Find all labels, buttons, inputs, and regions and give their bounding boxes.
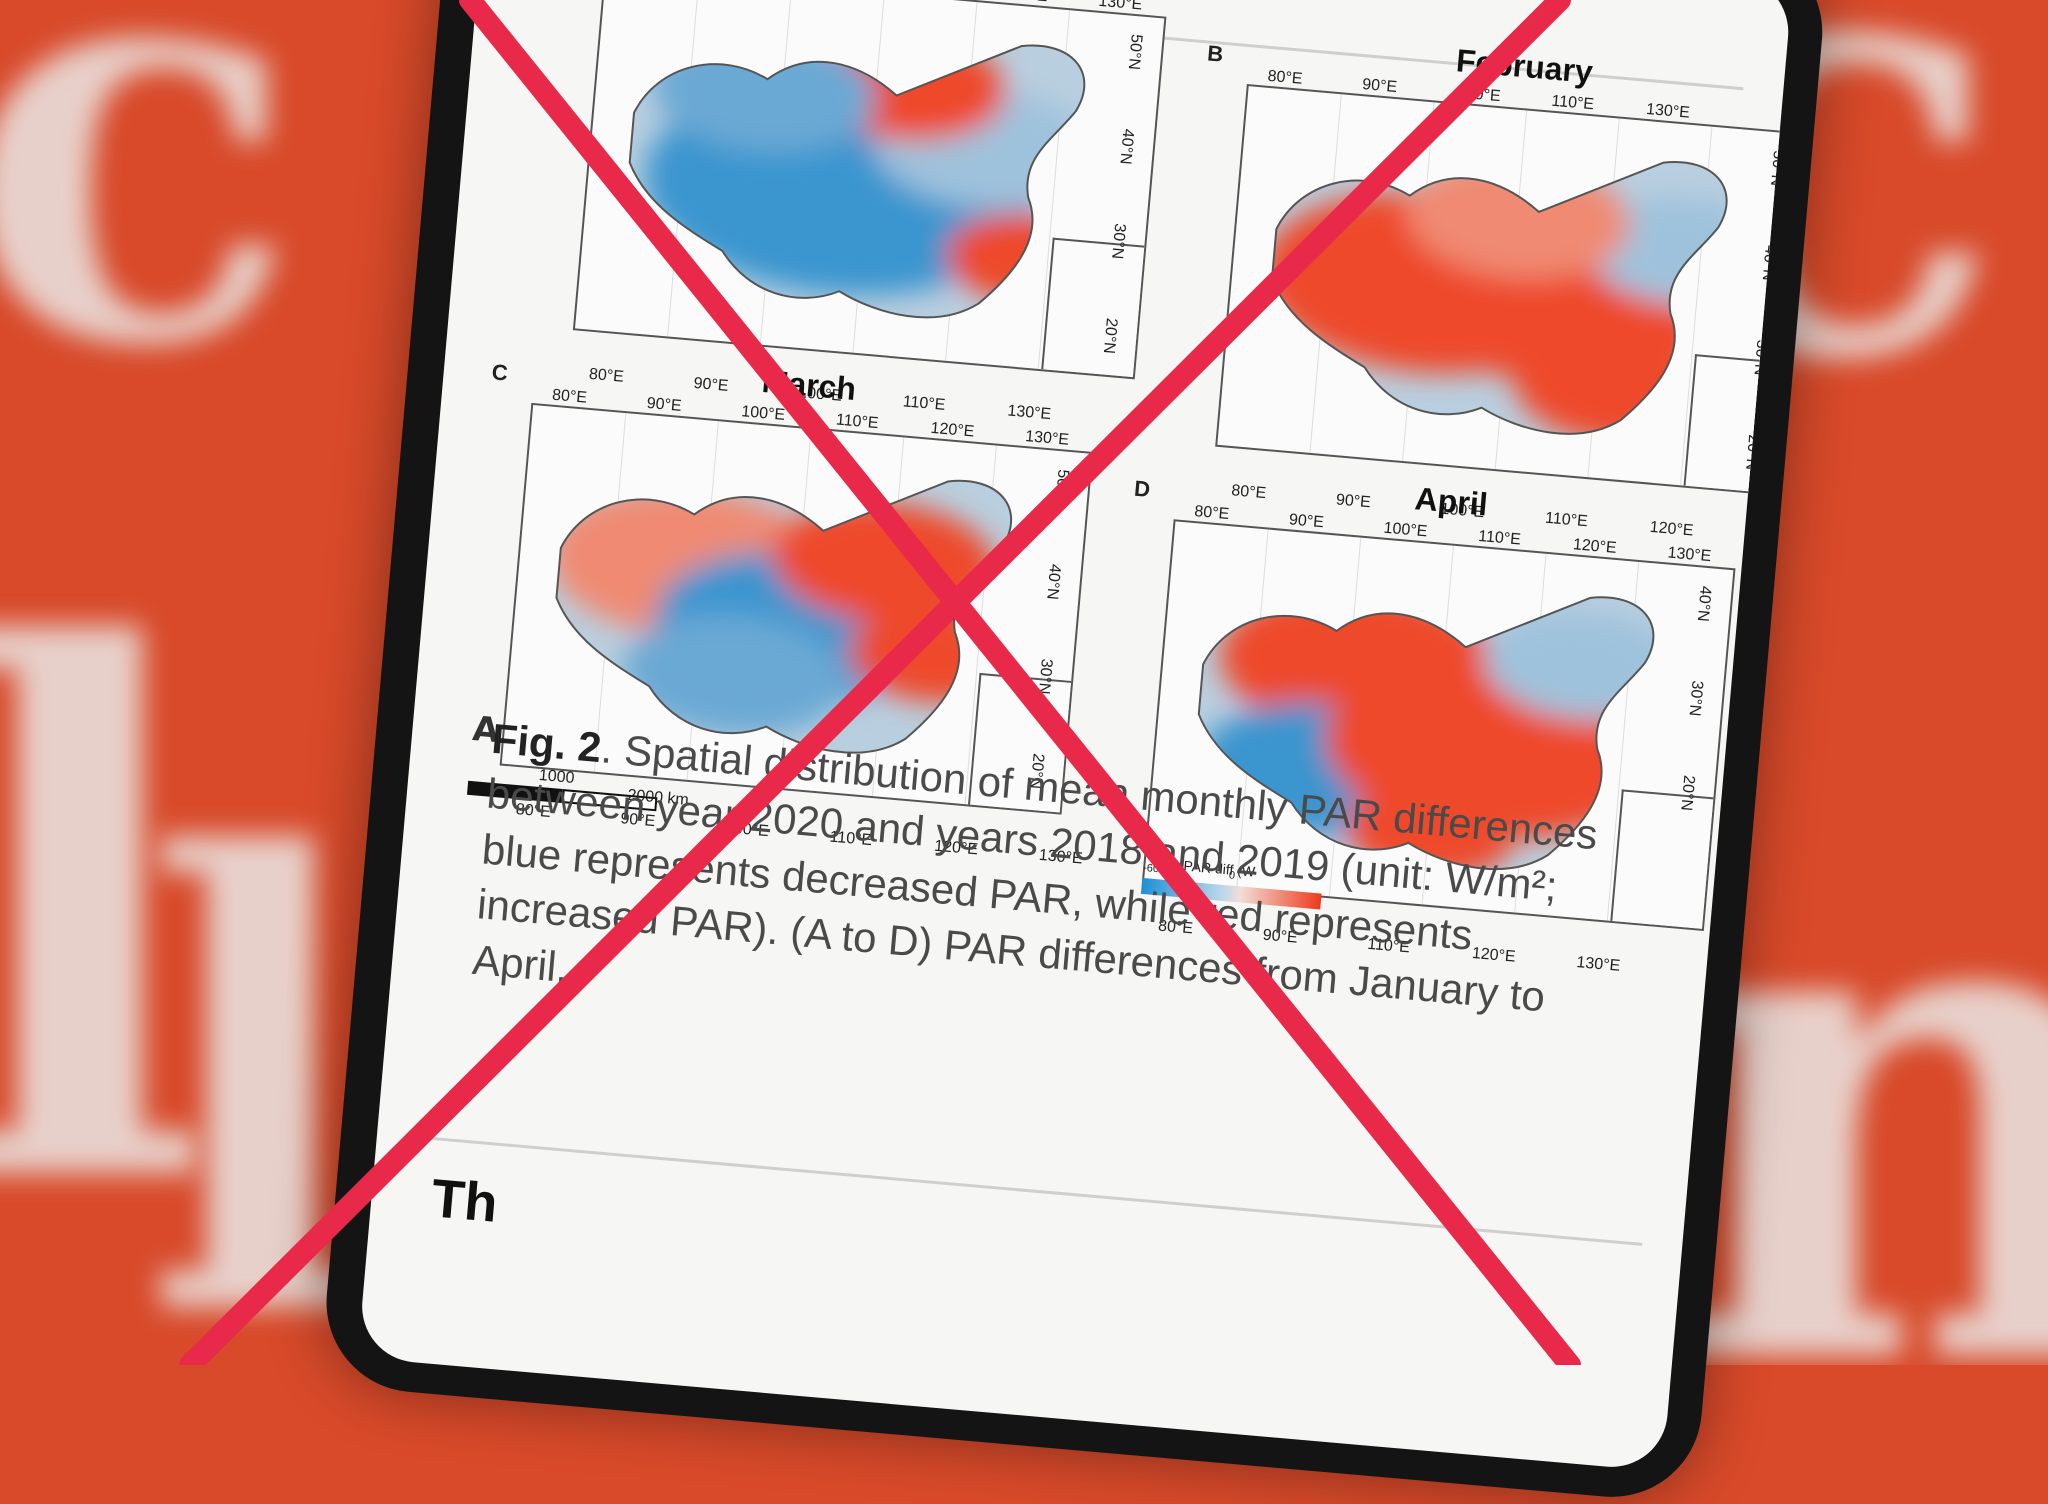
longitude-label: 120°E [929,419,976,441]
caption-label: Fig. 2 [489,714,604,772]
longitude-label: 100°E [1456,84,1502,106]
map-frame [572,0,1167,380]
latitude-label: 50°N [1767,149,1788,187]
latitude-label: 20°N [1742,433,1763,471]
latitude-label: 30°N [1108,222,1129,260]
longitude-label: 80°E [1193,503,1230,524]
latitude-label: 40°N [1043,563,1064,601]
phone-screen: January80°E90°E100°E110°E120°E130°E80°E9… [357,0,1793,1472]
longitude-label: 110°E [835,411,880,433]
latitude-label: 30°N [1685,679,1706,717]
panel-letter: B [1206,40,1225,67]
smartphone: January80°E90°E100°E110°E120°E130°E80°E9… [319,0,1830,1504]
longitude-label: 90°E [646,394,683,415]
map-panel: January80°E90°E100°E110°E120°E130°E80°E9… [541,0,1184,423]
latitude-label: 20°N [1677,774,1698,812]
map-frame [1215,83,1793,496]
latitude-label: 30°N [1750,339,1771,377]
latitude-label: 50°N [1124,33,1146,71]
longitude-label: 120°E [1572,536,1618,557]
background-glyph: l [0,497,214,1343]
latitude-label: 30°N [1035,657,1056,696]
panel-letter: C [490,359,509,386]
longitude-label: 110°E [1550,92,1595,114]
longitude-label: 90°E [1361,76,1398,97]
longitude-label: 100°E [1382,519,1429,541]
latitude-label: 40°N [1116,128,1137,166]
par-anomaly-region [1583,196,1730,306]
longitude-label: 90°E [1288,511,1325,532]
next-section-heading: Th [429,1168,501,1234]
longitude-label: 80°E [551,386,588,407]
south-china-sea-inset [1041,237,1145,378]
longitude-label: 130°E [1645,100,1691,122]
longitude-label: 100°E [740,403,786,424]
background-glyph: c [0,0,301,469]
panel-letter: D [1133,475,1152,503]
longitude-label: 130°E [1666,544,1712,566]
longitude-label: 110°E [1477,527,1522,549]
latitude-label: 20°N [1100,317,1121,355]
south-china-sea-inset [1683,354,1787,494]
longitude-label: 130°E [1024,428,1070,449]
figure-bottom-rule [416,1135,1643,1246]
longitude-label: 80°E [1266,67,1304,88]
latitude-label: 50°N [1051,468,1072,506]
south-china-sea-inset [1610,789,1714,929]
latitude-label: 40°N [1694,585,1715,623]
map-panel: February B 80°E 90°E 100°E 110°E 130°E 80°E 90°E… [1183,40,1793,549]
latitude-label: 40°N [1758,244,1780,282]
